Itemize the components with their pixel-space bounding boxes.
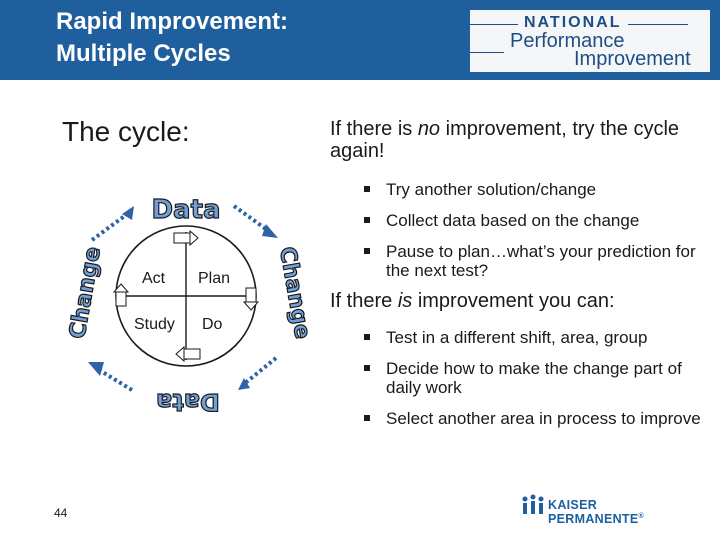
text-run: improvement, try the cycle again!: [330, 118, 680, 162]
list-item: Select another area in process to improv…: [330, 409, 710, 428]
no-improvement-text: If there is no improvement, try the cycl…: [330, 118, 710, 162]
bullet-list-try-again: Try another solution/change Collect data…: [330, 180, 710, 280]
list-item: Pause to plan…what’s your prediction for…: [330, 242, 710, 280]
title-line-2: Multiple Cycles: [56, 40, 231, 67]
text-run: improvement you can:: [412, 290, 615, 312]
bullet-icon: [364, 415, 370, 421]
slide-number: 44: [54, 506, 68, 520]
word-data-top: Data: [151, 195, 220, 225]
cycle-arrow-icon: [189, 229, 199, 247]
right-column: If there is no improvement, try the cycl…: [330, 118, 710, 428]
logo-rule: [470, 52, 504, 53]
bullet-list-improvement: Test in a different shift, area, group D…: [330, 328, 710, 428]
cycle-arrow-icon: [173, 232, 191, 244]
cycle-arrow-icon: [183, 348, 201, 360]
list-item: Decide how to make the change part of da…: [330, 359, 710, 397]
bullet-icon: [364, 248, 370, 254]
brand-name: KAISER PERMANENTE: [548, 498, 639, 526]
cycle-arrow-icon: [242, 301, 260, 311]
logo-rule: [470, 24, 518, 25]
emphasis-no: no: [417, 118, 441, 140]
title-line-1: Rapid Improvement:: [56, 8, 289, 35]
bullet-icon: [364, 365, 370, 371]
list-item: Try another solution/change: [330, 180, 710, 199]
quadrant-plan: Plan: [198, 270, 231, 287]
is-improvement-text: If there is improvement you can:: [330, 290, 710, 312]
logo-line-3: Improvement: [574, 48, 691, 70]
quadrant-act: Act: [142, 270, 166, 287]
quadrant-study: Study: [134, 316, 175, 333]
bullet-icon: [364, 217, 370, 223]
bullet-text: Collect data based on the change: [386, 211, 640, 230]
text-run: If there is: [330, 118, 418, 140]
kaiser-permanente-logo: KAISER PERMANENTE®: [520, 494, 696, 526]
list-item: Collect data based on the change: [330, 211, 710, 230]
logo-rule: [628, 24, 688, 25]
bullet-text: Select another area in process to improv…: [386, 409, 701, 428]
cycle-svg: Data Data Change Change: [65, 194, 316, 416]
cycle-arrow-icon: [245, 287, 257, 303]
arrow-dotted-icon: [242, 356, 278, 386]
bullet-text: Test in a different shift, area, group: [386, 328, 648, 347]
bullet-text: Decide how to make the change part of da…: [386, 359, 682, 397]
text-run: If there: [330, 290, 398, 312]
word-change-right: Change: [274, 245, 310, 341]
arrowhead-icon: [88, 362, 104, 376]
arrow-dotted-icon: [94, 366, 134, 392]
kp-brand: KAISER PERMANENTE®: [548, 498, 696, 526]
slide-title: Rapid Improvement: Multiple Cycles: [56, 6, 288, 70]
bullet-icon: [364, 186, 370, 192]
list-item: Test in a different shift, area, group: [330, 328, 710, 347]
pdsa-cycle-diagram: Data Data Change Change Act Plan Study D…: [62, 182, 316, 416]
brand-mark: ®: [638, 512, 644, 520]
arrowhead-icon: [238, 378, 250, 390]
npi-logo: NATIONAL Performance Improvement: [470, 10, 710, 72]
bullet-text: Try another solution/change: [386, 180, 597, 199]
word-change-left: Change: [65, 245, 106, 341]
kp-people-icon: [522, 494, 544, 514]
logo-line-2: Performance: [510, 30, 625, 52]
arrow-dotted-icon: [90, 210, 132, 242]
header-banner: Rapid Improvement: Multiple Cycles NATIO…: [0, 0, 720, 80]
quadrant-do: Do: [202, 316, 223, 333]
arrowhead-icon: [122, 206, 134, 220]
cycle-arrow-icon: [115, 291, 127, 307]
arrow-dotted-icon: [232, 204, 272, 234]
cycle-label: The cycle:: [62, 116, 190, 147]
arrowhead-icon: [262, 224, 278, 238]
logo-line-1: NATIONAL: [524, 14, 622, 31]
emphasis-is: is: [397, 290, 413, 312]
word-data-bottom: Data: [156, 388, 220, 412]
bullet-icon: [364, 334, 370, 340]
bullet-text: Pause to plan…what’s your prediction for…: [386, 242, 696, 280]
cycle-arrow-icon: [112, 283, 130, 293]
cycle-arrow-icon: [175, 345, 185, 363]
